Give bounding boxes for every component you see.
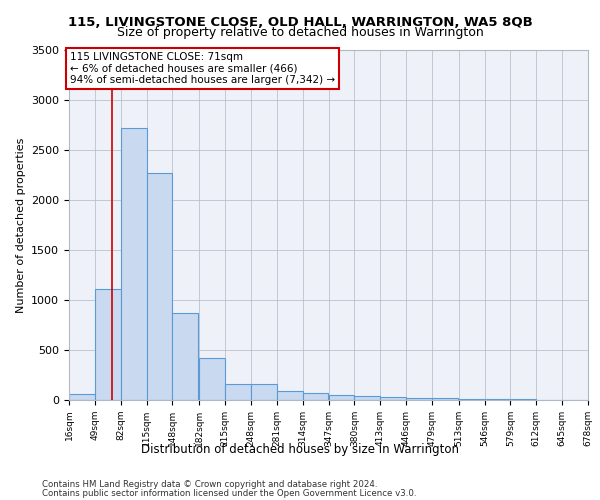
Bar: [121, 128, 146, 400]
Bar: [251, 384, 277, 400]
Text: 115, LIVINGSTONE CLOSE, OLD HALL, WARRINGTON, WA5 8QB: 115, LIVINGSTONE CLOSE, OLD HALL, WARRIN…: [68, 16, 532, 29]
Bar: [69, 394, 95, 400]
Bar: [458, 398, 485, 400]
Bar: [329, 394, 355, 400]
Bar: [95, 289, 121, 400]
Bar: [485, 399, 511, 400]
Bar: [302, 393, 329, 400]
Bar: [146, 173, 172, 400]
Bar: [225, 384, 251, 400]
Bar: [432, 398, 458, 400]
Y-axis label: Number of detached properties: Number of detached properties: [16, 138, 26, 312]
Bar: [199, 358, 225, 400]
Text: Size of property relative to detached houses in Warrington: Size of property relative to detached ho…: [116, 26, 484, 39]
Bar: [380, 397, 406, 400]
Bar: [355, 396, 380, 400]
Text: Contains public sector information licensed under the Open Government Licence v3: Contains public sector information licen…: [42, 489, 416, 498]
Bar: [406, 398, 432, 400]
Bar: [277, 391, 302, 400]
Text: Distribution of detached houses by size in Warrington: Distribution of detached houses by size …: [141, 442, 459, 456]
Text: Contains HM Land Registry data © Crown copyright and database right 2024.: Contains HM Land Registry data © Crown c…: [42, 480, 377, 489]
Bar: [172, 312, 199, 400]
Bar: [511, 399, 536, 400]
Text: 115 LIVINGSTONE CLOSE: 71sqm
← 6% of detached houses are smaller (466)
94% of se: 115 LIVINGSTONE CLOSE: 71sqm ← 6% of det…: [70, 52, 335, 85]
